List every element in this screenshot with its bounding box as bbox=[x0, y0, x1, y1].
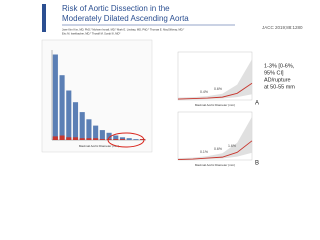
panel-label: A bbox=[255, 101, 259, 107]
panel-label: B bbox=[255, 161, 259, 167]
dissection-bar bbox=[113, 139, 119, 140]
dissection-bar bbox=[140, 139, 146, 140]
annotation: 0.4% bbox=[200, 90, 208, 94]
annotation: 0.1% bbox=[200, 150, 208, 154]
bar bbox=[133, 139, 139, 140]
bar bbox=[106, 132, 112, 140]
dissection-bar bbox=[59, 135, 65, 140]
citation: JACC 2019;88:1280 bbox=[262, 25, 303, 30]
curve-charts: 0.4% 0.6% Maximal Aortic Diameter (mm) A 0.1… bbox=[177, 51, 259, 167]
x-axis-label: Maximal Aortic Diameter (mm) bbox=[195, 163, 235, 167]
dissection-bar bbox=[106, 139, 112, 140]
bar bbox=[66, 90, 72, 140]
highlight-circle bbox=[107, 132, 145, 148]
bar bbox=[79, 112, 85, 140]
bar bbox=[59, 75, 65, 140]
confidence-band bbox=[178, 59, 252, 100]
authors: Eric M. Isselbacher, MD,* Thoralf M. Sun… bbox=[62, 32, 120, 36]
curve bbox=[177, 82, 253, 100]
dissection-bar bbox=[52, 136, 58, 140]
dissection-bar bbox=[72, 137, 79, 140]
dissection-bar bbox=[66, 137, 72, 140]
bar bbox=[126, 138, 132, 140]
bar bbox=[113, 135, 119, 140]
title: Moderately Dilated Ascending Aorta bbox=[62, 14, 189, 23]
note: 95% CI] bbox=[264, 70, 284, 76]
histogram: Maximal Aortic Diameter (mm) bbox=[51, 50, 146, 148]
dissection-bar bbox=[119, 139, 126, 140]
bar bbox=[93, 125, 99, 140]
note: 1-3% [0-6%, bbox=[264, 63, 295, 69]
dissection-bar bbox=[79, 138, 85, 140]
curve bbox=[177, 140, 253, 160]
x-axis-label: Maximal Aortic Diameter (mm) bbox=[195, 103, 235, 107]
bar bbox=[99, 130, 105, 140]
bar bbox=[72, 102, 79, 140]
accent bbox=[42, 4, 46, 32]
title: Risk of Aortic Dissection in the bbox=[62, 4, 170, 13]
dissection-bar bbox=[93, 138, 99, 140]
annotation: 0.6% bbox=[214, 147, 222, 151]
annotation: 0.6% bbox=[214, 87, 222, 91]
x-axis-label: Maximal Aortic Diameter (mm) bbox=[79, 144, 119, 148]
note: at 50-55 mm bbox=[264, 84, 295, 90]
bar bbox=[86, 119, 92, 140]
authors: Jane Kim Kim, MD, PhD,* Mohsen Ismail, M… bbox=[62, 28, 184, 32]
annotation: 1.6% bbox=[228, 144, 236, 148]
dissection-bar bbox=[99, 139, 105, 140]
page: Risk of Aortic Dissection in the Moderat… bbox=[41, 4, 304, 167]
bar bbox=[119, 137, 126, 140]
note: AD/rupture bbox=[264, 77, 291, 83]
dissection-bar bbox=[86, 138, 92, 140]
bar bbox=[52, 54, 58, 140]
slide: Risk of Aortic Dissection in the Moderat… bbox=[41, 4, 304, 167]
confidence-band bbox=[178, 116, 252, 160]
